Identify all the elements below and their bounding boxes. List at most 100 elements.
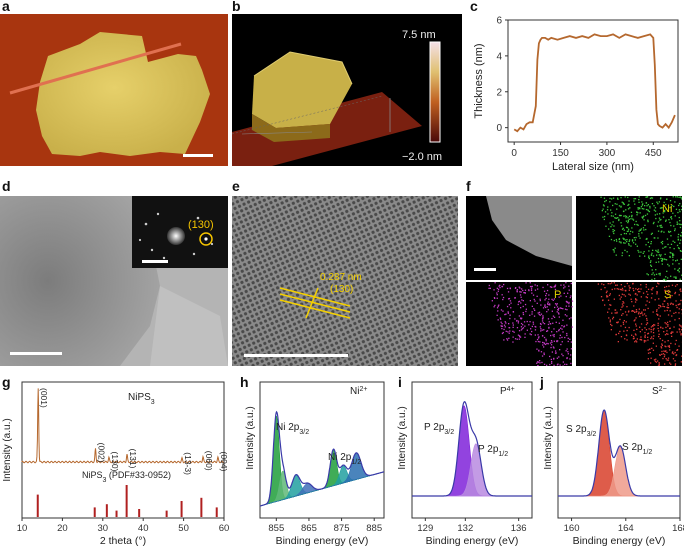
ni-dot xyxy=(680,250,681,251)
s-dot xyxy=(633,336,634,337)
s-dot xyxy=(642,314,643,315)
p-dot xyxy=(535,284,536,285)
ni-dot xyxy=(604,216,605,217)
ni-dot xyxy=(629,239,630,240)
p-dot xyxy=(524,321,525,322)
p-dot xyxy=(568,341,569,342)
p-dot xyxy=(571,348,572,349)
p-dot xyxy=(520,307,521,308)
ni-dot xyxy=(620,215,621,216)
ni-dot xyxy=(681,197,682,198)
ni-dot xyxy=(631,227,632,228)
ni-dot xyxy=(652,233,653,234)
p-dot xyxy=(549,321,550,322)
s-dot xyxy=(622,294,623,295)
p-dot xyxy=(543,346,544,347)
s-dot xyxy=(663,353,664,354)
ni-dot xyxy=(638,208,639,209)
ni-dot xyxy=(641,206,642,207)
ni-dot xyxy=(621,234,622,235)
ni-dot xyxy=(654,237,655,238)
ni-dot xyxy=(658,273,659,274)
ni-dot xyxy=(660,227,661,228)
s-dot xyxy=(640,288,641,289)
p-dot xyxy=(495,282,496,283)
ni-dot xyxy=(646,209,647,210)
ni-dot xyxy=(613,198,614,199)
y-axis-title: Intensity (a.u.) xyxy=(2,418,13,481)
ni-dot xyxy=(623,203,624,204)
p-dot xyxy=(494,306,495,307)
s-dot xyxy=(662,358,663,359)
s-dot xyxy=(674,360,675,361)
ni-dot xyxy=(637,250,638,251)
p-dot xyxy=(508,291,509,292)
x-tick-label: 20 xyxy=(57,523,68,534)
s-dot xyxy=(653,335,654,336)
s-dot xyxy=(651,329,652,330)
p-dot xyxy=(561,325,562,326)
ni-dot xyxy=(622,202,623,203)
ni-dot xyxy=(657,237,658,238)
p-dot xyxy=(510,303,511,304)
ni-dot xyxy=(603,209,604,210)
p-dot xyxy=(558,312,559,313)
s-dot xyxy=(632,283,633,284)
ni-dot xyxy=(636,212,637,213)
ni-dot xyxy=(650,262,651,263)
ni-dot xyxy=(679,217,680,218)
hrtem-scale-bar xyxy=(244,354,348,357)
s-dot xyxy=(677,284,678,285)
p-dot xyxy=(552,311,553,312)
s-dot xyxy=(670,364,671,365)
ni-dot xyxy=(639,196,640,197)
ni-dot xyxy=(653,272,654,273)
s-dot xyxy=(662,328,663,329)
p-dot xyxy=(552,351,553,352)
p-dot xyxy=(521,323,522,324)
p-dot xyxy=(490,288,491,289)
s-dot xyxy=(664,356,665,357)
ni-dot xyxy=(677,224,678,225)
ni-dot xyxy=(662,261,663,262)
ni-dot xyxy=(627,251,628,252)
ni-dot xyxy=(628,220,629,221)
ni-dot xyxy=(604,219,605,220)
s-dot xyxy=(653,350,654,351)
p-dot xyxy=(570,363,571,364)
p-dot xyxy=(503,284,504,285)
s-dot xyxy=(640,313,641,314)
p-dot xyxy=(572,306,573,307)
s-dot xyxy=(650,338,651,339)
ni-dot xyxy=(624,250,625,251)
s-dot xyxy=(664,363,665,364)
s-dot xyxy=(676,340,677,341)
ni-dot xyxy=(648,242,649,243)
p-dot xyxy=(515,287,516,288)
ni-dot xyxy=(660,273,661,274)
ni-dot xyxy=(669,222,670,223)
p-dot xyxy=(521,329,522,330)
p-dot xyxy=(526,309,527,310)
ni-dot xyxy=(650,260,651,261)
chart-j: 160164168Binding energy (eV)Intensity (a… xyxy=(536,378,684,546)
s-dot xyxy=(681,326,682,327)
s-dot xyxy=(644,327,645,328)
s-dot xyxy=(646,296,647,297)
p-dot xyxy=(530,300,531,301)
p-dot xyxy=(534,300,535,301)
s-dot xyxy=(634,341,635,342)
p-dot xyxy=(505,314,506,315)
ni-dot xyxy=(681,209,682,210)
p-dot xyxy=(548,324,549,325)
s-dot xyxy=(626,321,627,322)
ni-dot xyxy=(679,243,680,244)
s-dot xyxy=(658,307,659,308)
p-dot xyxy=(547,290,548,291)
ni-dot xyxy=(674,201,675,202)
s-dot xyxy=(667,326,668,327)
s-dot xyxy=(614,282,615,283)
x-axis-title: Lateral size (nm) xyxy=(552,161,634,173)
p-dot xyxy=(572,301,573,302)
